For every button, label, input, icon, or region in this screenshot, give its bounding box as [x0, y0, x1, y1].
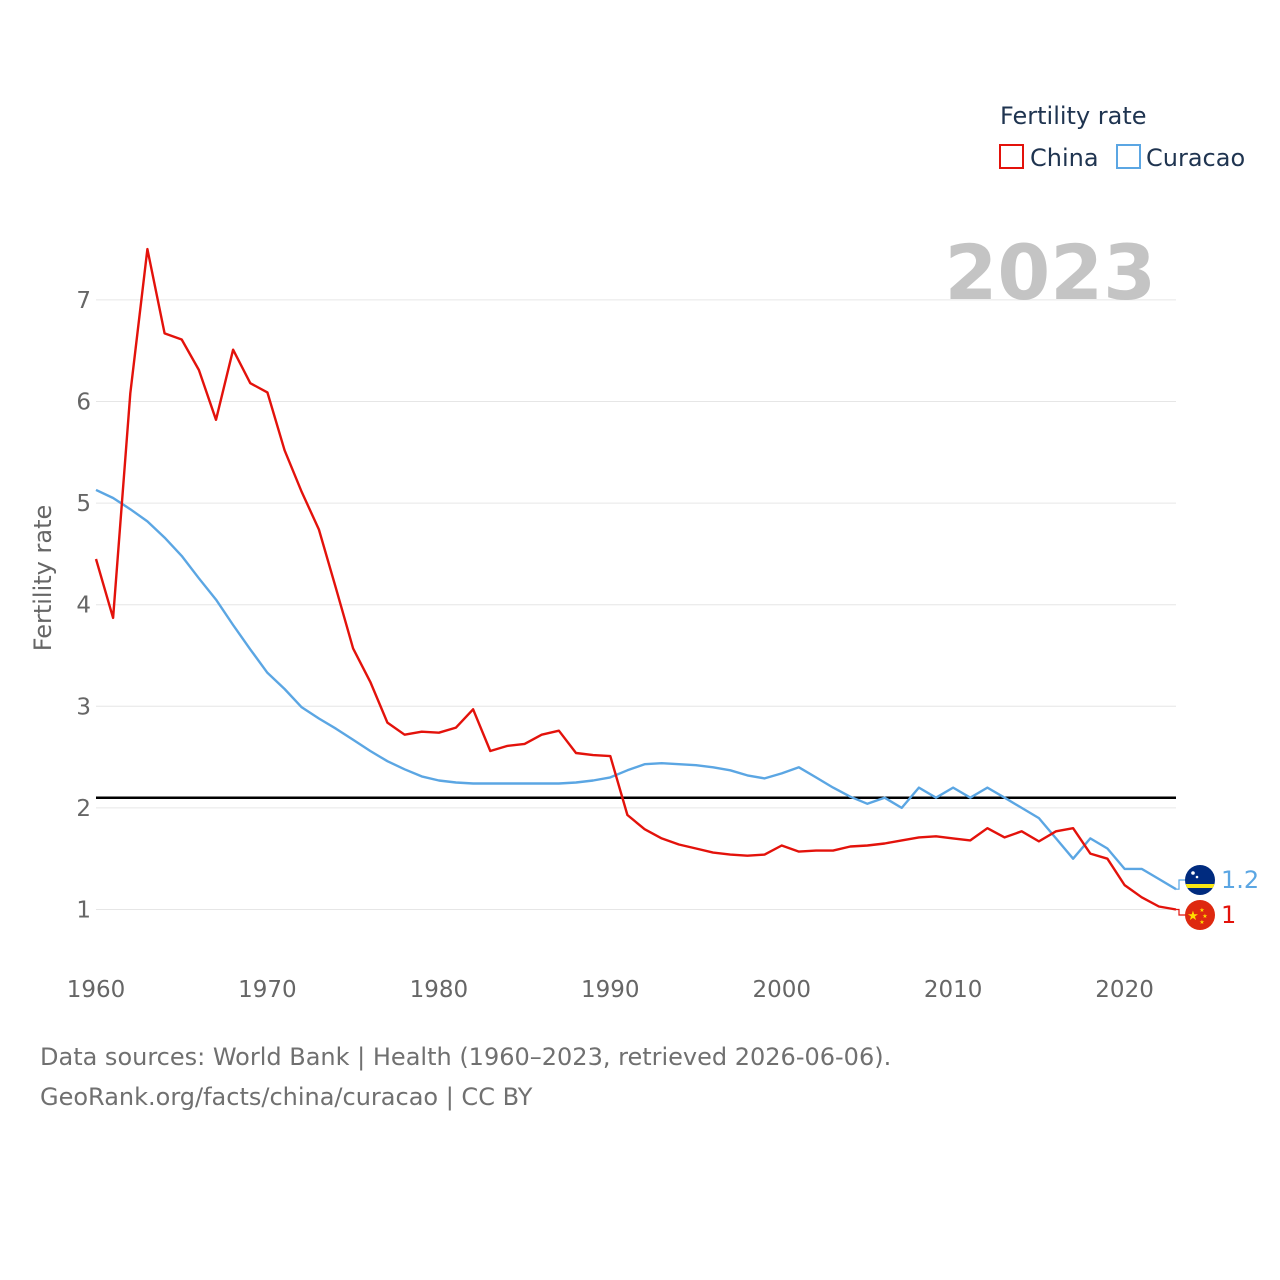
- y-tick-label-2: 2: [76, 796, 91, 822]
- x-tick-label-1990: 1990: [581, 977, 640, 1003]
- credit-text: GeoRank.org/facts/china/curacao | CC BY: [40, 1083, 533, 1111]
- legend-item-china[interactable]: China: [999, 144, 1099, 172]
- y-axis-label: Fertility rate: [29, 505, 57, 652]
- connector-curacao: [1176, 879, 1186, 890]
- series-line-curacao: [95, 488, 1177, 891]
- grid: [96, 299, 1176, 910]
- legend: Fertility rate China Curacao: [999, 102, 1245, 172]
- legend-label-curacao: Curacao: [1146, 144, 1245, 172]
- end-label-china: 1: [1221, 901, 1236, 929]
- series-lines: [94, 247, 1177, 911]
- flag-body-curacao: [1185, 865, 1215, 895]
- flag-star-curacao-1: [1191, 871, 1195, 875]
- legend-swatch-china: [999, 144, 1024, 169]
- connector-china: [1176, 908, 1186, 916]
- flag-curacao-icon: [1185, 865, 1215, 895]
- flag-star-china-1: ★: [1199, 907, 1204, 914]
- series-line-china: [94, 247, 1177, 911]
- flag-field-curacao: [1185, 865, 1215, 895]
- legend-title: Fertility rate: [1000, 102, 1147, 130]
- y-tick-label-7: 7: [76, 288, 91, 314]
- x-tick-label-2010: 2010: [924, 977, 983, 1003]
- x-tick-label-2000: 2000: [752, 977, 811, 1003]
- y-tick-label-5: 5: [76, 491, 91, 517]
- x-tick-label-1960: 1960: [67, 977, 126, 1003]
- flag-china-icon: ★ ★★★: [1185, 900, 1215, 930]
- x-tick-label-1980: 1980: [410, 977, 469, 1003]
- flag-stripe-curacao: [1185, 884, 1215, 888]
- flag-star-curacao-2: [1195, 875, 1199, 879]
- flag-star-china-3: ★: [1199, 919, 1204, 926]
- y-tick-label-4: 4: [76, 593, 91, 619]
- legend-label-china: China: [1030, 144, 1099, 172]
- year-watermark: 2023: [944, 228, 1156, 317]
- flag-star-china-2: ★: [1202, 913, 1207, 920]
- flag-star-china-big: ★: [1187, 909, 1199, 924]
- y-tick-label-1: 1: [76, 898, 91, 924]
- x-tick-label-1970: 1970: [238, 977, 297, 1003]
- y-tick-label-3: 3: [76, 694, 91, 720]
- y-tick-label-6: 6: [76, 390, 91, 416]
- x-axis-ticks: 1960 1970 1980 1990 2000 2010 2020: [67, 977, 1154, 1003]
- y-axis-ticks: 1 2 3 4 5 6 7: [76, 288, 91, 924]
- end-markers: 1.2★ ★★★ 1: [1176, 865, 1259, 930]
- data-sources-text: Data sources: World Bank | Health (1960–…: [40, 1043, 892, 1071]
- end-label-curacao: 1.2: [1221, 866, 1259, 894]
- legend-item-curacao[interactable]: Curacao: [1116, 144, 1245, 172]
- flag-field-china: [1185, 900, 1215, 930]
- legend-swatch-curacao: [1116, 144, 1141, 169]
- x-tick-label-2020: 2020: [1095, 977, 1154, 1003]
